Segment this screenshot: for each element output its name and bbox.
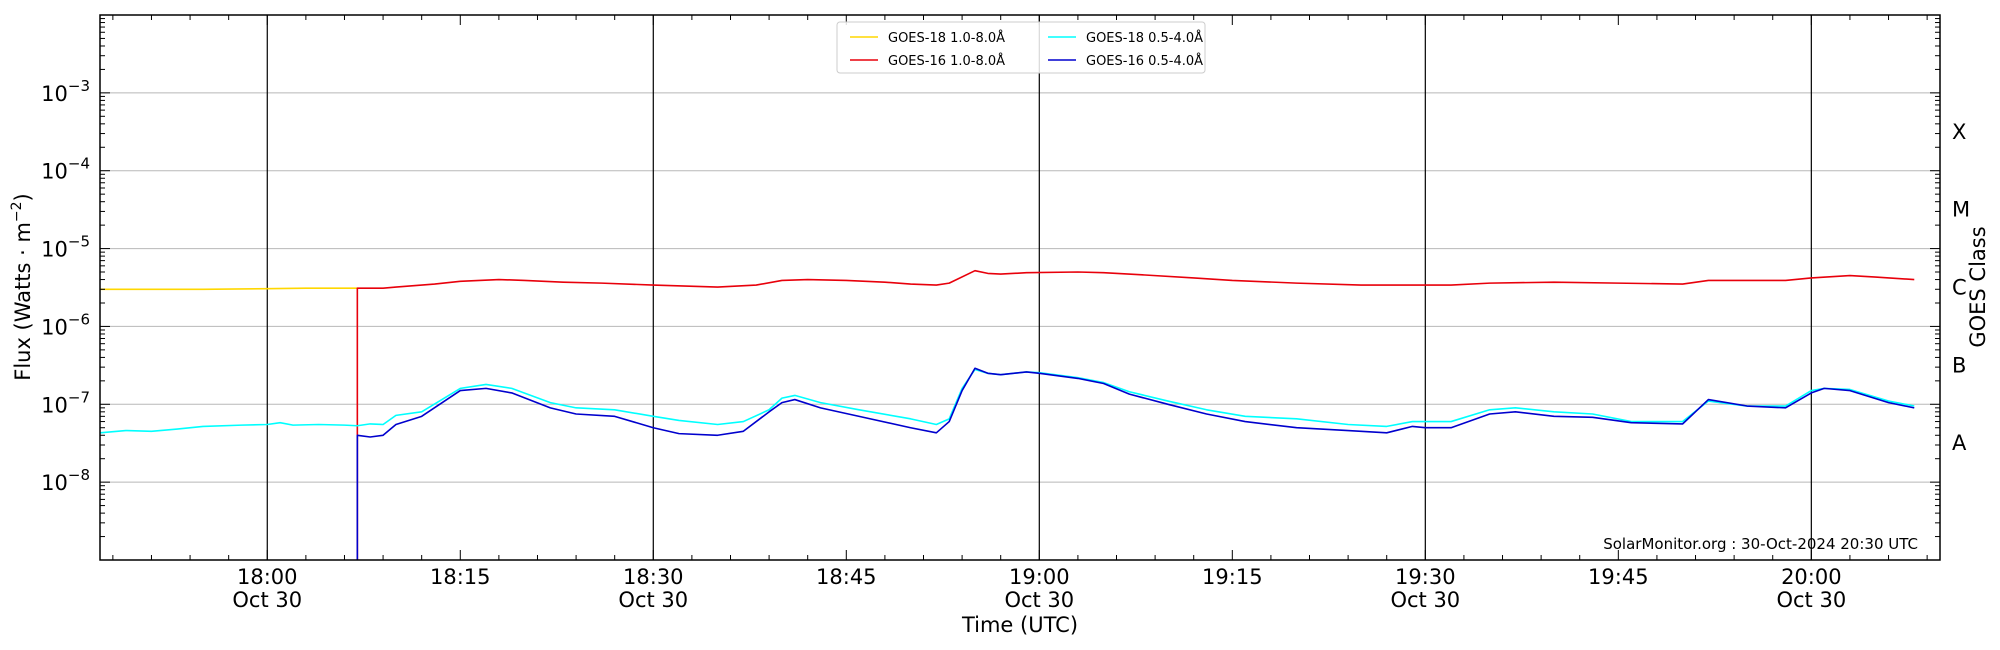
x-tick-label: 18:45 (816, 565, 877, 589)
y-axis-title: Flux (Watts · m−2) (9, 193, 35, 381)
legend-box (836, 21, 1206, 74)
x-tick-date-label: Oct 30 (618, 588, 688, 612)
x-tick-label: 18:15 (430, 565, 491, 589)
y-tick-label: 10−5 (41, 233, 90, 262)
y-tick-exponent: −5 (68, 233, 90, 251)
y-tick-label: 10−6 (41, 310, 90, 339)
series-line (356, 269, 1915, 560)
y-tick-label: 10−8 (41, 466, 90, 495)
goes-class-axis-title: GOES Class (1966, 226, 1990, 347)
y-tick-exponent: −6 (68, 310, 90, 328)
goes-class-label: A (1952, 431, 1967, 455)
y-tick-exponent: −3 (68, 77, 90, 95)
x-tick-label: 19:00 (1009, 565, 1070, 589)
y-tick-base: 10 (41, 160, 68, 184)
legend-label: GOES-18 1.0-8.0Å (888, 30, 1005, 46)
x-tick-label: 19:30 (1395, 565, 1456, 589)
series-line (100, 368, 1915, 434)
tick-layer (100, 15, 1940, 561)
series-line (356, 367, 1915, 560)
y-tick-base: 10 (41, 471, 68, 495)
legend: GOES-18 1.0-8.0Å GOES-18 0.5-4.0Å GOES-16 … (836, 21, 1206, 74)
x-tick-label: 20:00 (1781, 565, 1842, 589)
y-tick-exponent: −4 (68, 155, 90, 173)
goes-class-labels: X M C B A (1952, 120, 1970, 455)
y-tick-base: 10 (41, 393, 68, 417)
y-tick-label: 10−3 (41, 77, 90, 106)
x-tick-date-label: Oct 30 (1004, 588, 1074, 612)
goes-class-label: M (1952, 198, 1970, 222)
x-tick-label: 19:45 (1588, 565, 1649, 589)
y-tick-base: 10 (41, 82, 68, 106)
y-tick-base: 10 (41, 315, 68, 339)
grid-layer (100, 92, 1940, 483)
x-axis-title: Time (UTC) (961, 613, 1078, 637)
x-tick-date-label: Oct 30 (1390, 588, 1460, 612)
y-tick-label: 10−4 (41, 155, 90, 184)
y-tick-label: 10−7 (41, 388, 90, 417)
x-tick-label: 18:30 (623, 565, 684, 589)
plot-frame (99, 14, 1941, 561)
y-axis-title-exp: −2 (9, 201, 25, 222)
x-tick-date-label: Oct 30 (232, 588, 302, 612)
y-tick-exponent: −8 (68, 466, 90, 484)
y-axis-title-main: Flux (Watts · m (11, 222, 35, 381)
x-tick-label: 19:15 (1202, 565, 1263, 589)
series-layer (100, 269, 1915, 560)
goes-class-label: B (1952, 353, 1966, 377)
legend-label: GOES-16 0.5-4.0Å (1086, 53, 1203, 69)
x-tick-date-label: Oct 30 (1776, 588, 1846, 612)
goes-class-label: C (1952, 276, 1967, 300)
goes-class-label: X (1952, 120, 1966, 144)
series-line (100, 287, 358, 291)
y-tick-exponent: −7 (68, 388, 90, 406)
vertical-time-lines (266, 15, 1812, 560)
footer-credit: SolarMonitor.org : 30-Oct-2024 20:30 UTC (1603, 535, 1918, 553)
y-tick-base: 10 (41, 238, 68, 262)
x-tick-label: 18:00 (237, 565, 298, 589)
legend-label: GOES-18 0.5-4.0Å (1086, 30, 1203, 46)
y-axis-title-close: ) (11, 193, 35, 201)
y-tick-labels: 10−810−710−610−510−410−3 (41, 77, 90, 495)
legend-entries: GOES-18 1.0-8.0Å GOES-18 0.5-4.0Å GOES-16 … (850, 30, 1203, 69)
legend-label: GOES-16 1.0-8.0Å (888, 53, 1005, 69)
